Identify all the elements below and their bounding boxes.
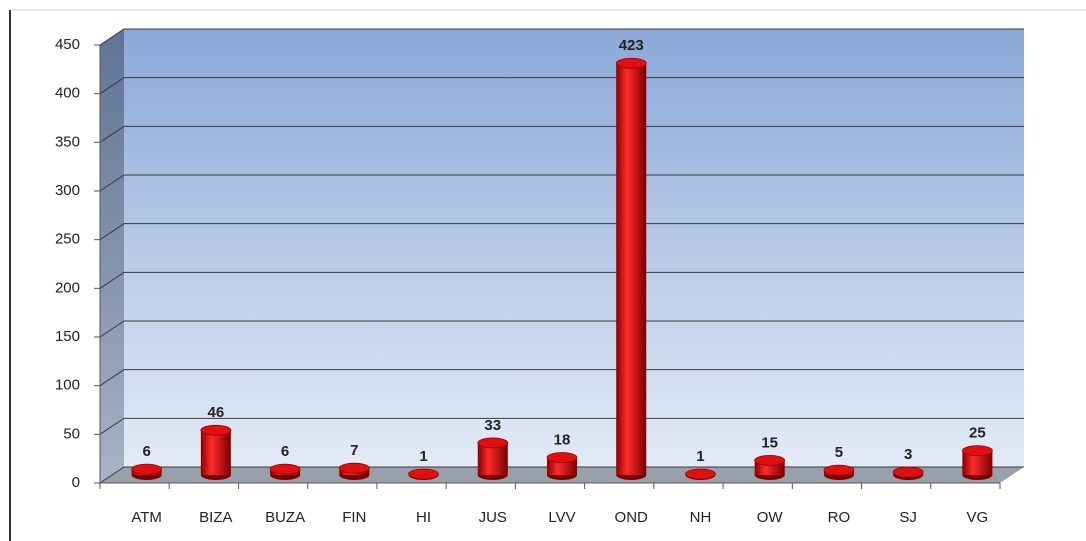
bar-body — [616, 63, 647, 475]
y-tick-label: 200 — [55, 279, 80, 296]
x-tick-label: NH — [690, 509, 712, 526]
x-tick-label: JUS — [479, 509, 507, 526]
bar — [615, 57, 647, 480]
bar — [685, 468, 716, 480]
bar-top — [546, 452, 578, 463]
bar-top — [131, 463, 163, 475]
data-label: 25 — [969, 425, 986, 442]
data-label: 3 — [904, 446, 912, 463]
bar-top — [477, 437, 509, 449]
y-tick-label: 100 — [55, 377, 80, 394]
grid-line — [99, 28, 1024, 46]
x-tick-label: VG — [967, 509, 989, 526]
bar-top — [754, 454, 786, 466]
y-tick-label: 350 — [55, 133, 80, 150]
data-label: 6 — [142, 443, 150, 460]
y-tick-label: 50 — [63, 425, 80, 442]
back-wall — [124, 29, 1024, 467]
x-tick-label: RO — [828, 509, 851, 526]
x-tick-label: OW — [757, 509, 784, 526]
bar-top — [200, 424, 232, 436]
bar — [477, 437, 509, 480]
data-label: 5 — [835, 444, 843, 461]
bar — [269, 463, 301, 480]
grid-line — [99, 271, 1024, 289]
x-tick-label: BUZA — [265, 509, 305, 526]
bar — [961, 445, 993, 480]
bar-top — [408, 468, 439, 480]
data-label: 15 — [761, 434, 778, 451]
data-label: 46 — [208, 404, 225, 421]
bar — [892, 466, 924, 480]
bar-top — [892, 466, 924, 478]
grid-line — [99, 77, 1024, 95]
bar — [200, 424, 232, 480]
grid-line — [99, 174, 1024, 192]
bar — [131, 463, 163, 480]
data-label: 6 — [281, 443, 289, 460]
bar-top — [685, 468, 716, 480]
bar — [754, 454, 786, 480]
x-tick-label: SJ — [899, 509, 917, 526]
grid-line — [99, 369, 1024, 387]
grid-line — [99, 223, 1024, 241]
y-tick-label: 450 — [55, 36, 80, 53]
grid-line — [99, 466, 1024, 484]
data-label: 18 — [554, 431, 571, 448]
bar-top — [269, 463, 301, 475]
grid-line — [99, 125, 1024, 143]
data-label: 1 — [696, 448, 704, 465]
bar — [338, 462, 370, 480]
bar-top — [961, 445, 993, 457]
grid-line — [99, 320, 1024, 338]
bar-top — [338, 462, 370, 474]
bar — [408, 468, 439, 480]
x-tick-label: FIN — [342, 509, 366, 526]
bar-top — [615, 57, 647, 69]
data-label: 423 — [619, 37, 644, 54]
x-tick-label: LVV — [548, 509, 575, 526]
x-tick-label: ATM — [131, 509, 162, 526]
x-tick-label: BIZA — [199, 509, 232, 526]
y-tick-label: 0 — [72, 474, 80, 491]
grid-line — [99, 417, 1024, 435]
bar — [546, 452, 578, 480]
y-tick-label: 150 — [55, 328, 80, 345]
bar — [823, 464, 855, 480]
data-label: 33 — [484, 417, 501, 434]
data-label: 7 — [350, 442, 358, 459]
bar-body — [200, 430, 231, 475]
x-tick-label: HI — [416, 509, 431, 526]
x-tick-label: OND — [615, 509, 649, 526]
data-label: 1 — [419, 448, 427, 465]
side-wall — [100, 29, 124, 483]
y-tick-label: 250 — [55, 231, 80, 248]
y-tick-label: 400 — [55, 85, 80, 102]
y-tick-label: 300 — [55, 182, 80, 199]
bar-top — [823, 464, 855, 476]
